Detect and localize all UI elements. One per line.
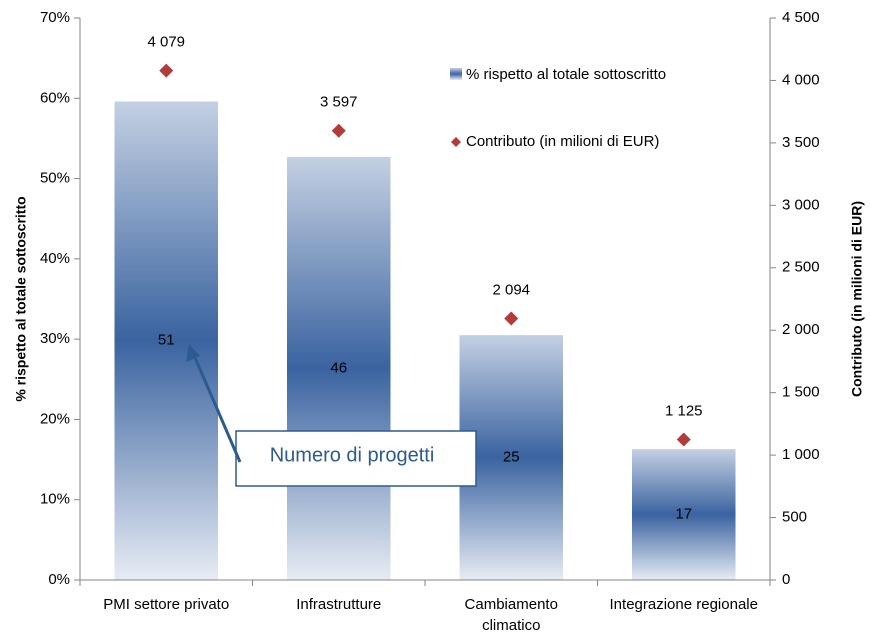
- x-tick-line: climatico: [482, 617, 540, 634]
- y2-tick-label: 4 500: [782, 9, 820, 26]
- annotation-arrowhead: [186, 344, 200, 362]
- data-label: 3 597: [320, 94, 358, 111]
- y-tick-label: 40%: [40, 250, 70, 267]
- y-tick-label: 70%: [40, 9, 70, 26]
- legend-marker: [451, 137, 461, 147]
- bar-label: 25: [503, 449, 520, 466]
- y2-tick-label: 0: [782, 571, 790, 588]
- y2-tick-label: 4 000: [782, 71, 820, 88]
- y-tick-label: 60%: [40, 89, 70, 106]
- data-label: 1 125: [665, 402, 703, 419]
- marker: [331, 123, 346, 138]
- marker: [159, 63, 174, 78]
- y-tick-label: 50%: [40, 170, 70, 187]
- marker: [676, 432, 691, 447]
- y2-tick-label: 500: [782, 509, 807, 526]
- annotation: Numero di progetti: [270, 444, 435, 466]
- x-tick-line: Cambiamento: [465, 596, 558, 613]
- y-axis-label: % rispetto al totale sottoscritto: [13, 196, 29, 401]
- y2-tick-label: 1 500: [782, 384, 820, 401]
- y2-tick-label: 3 500: [782, 134, 820, 151]
- marker: [504, 311, 519, 326]
- y-tick-label: 30%: [40, 330, 70, 347]
- y2-axis-label: Contributo (in milioni di EUR): [849, 201, 865, 397]
- x-tick-label: Integrazione regionale: [610, 596, 758, 613]
- x-tick-label: PMI settore privato: [103, 596, 229, 613]
- annotation-box: [235, 430, 477, 487]
- legend-swatch: [450, 68, 462, 80]
- y-tick-label: 10%: [40, 491, 70, 508]
- bar-label: 46: [330, 359, 347, 376]
- x-tick-label: Cambiamento climatico: [465, 596, 558, 634]
- y2-tick-label: 2 500: [782, 259, 820, 276]
- bar: [114, 101, 218, 581]
- bar-label: 51: [158, 332, 175, 349]
- y-tick-label: 20%: [40, 410, 70, 427]
- bar: [287, 156, 391, 580]
- bar: [632, 449, 736, 580]
- y2-tick-label: 1 000: [782, 446, 820, 463]
- y2-tick-label: 3 000: [782, 196, 820, 213]
- x-tick-label: Infrastrutture: [296, 596, 381, 613]
- legend-label: Contributo (in milioni di EUR): [466, 133, 659, 150]
- legend-label: % rispetto al totale sottoscritto: [466, 66, 666, 83]
- annotation-arrow: [191, 352, 242, 463]
- y-tick-label: 0%: [48, 571, 70, 588]
- y2-tick-label: 2 000: [782, 321, 820, 338]
- data-label: 2 094: [492, 281, 530, 298]
- bar-label: 17: [675, 506, 692, 523]
- data-label: 4 079: [147, 34, 185, 51]
